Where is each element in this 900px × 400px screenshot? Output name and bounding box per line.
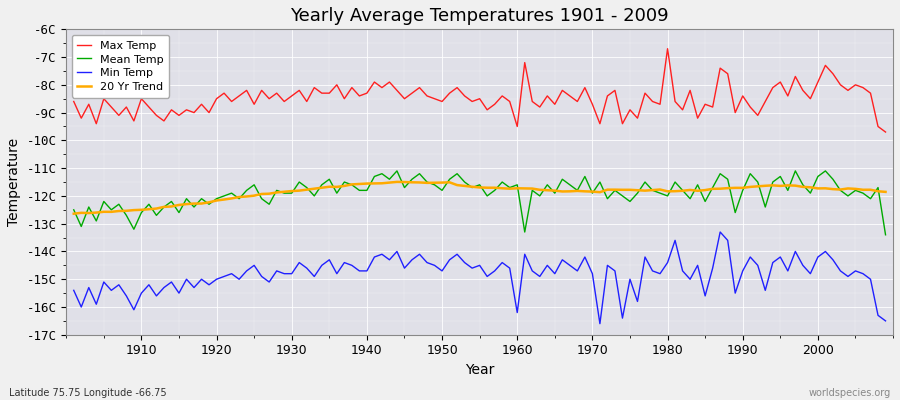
Min Temp <box>129 307 140 312</box>
20 Yr Trend <box>339 184 350 188</box>
Mean Temp <box>512 182 523 187</box>
Mean Temp <box>519 230 530 234</box>
Max Temp <box>602 94 613 98</box>
20 Yr Trend <box>519 186 530 191</box>
Legend: Max Temp, Mean Temp, Min Temp, 20 Yr Trend: Max Temp, Mean Temp, Min Temp, 20 Yr Tre… <box>72 35 168 98</box>
20 Yr Trend <box>68 211 79 216</box>
Max Temp <box>512 124 523 129</box>
Min Temp <box>512 310 523 315</box>
Line: 20 Yr Trend: 20 Yr Trend <box>74 182 886 214</box>
Min Temp <box>880 318 891 323</box>
Min Temp <box>595 321 606 326</box>
Max Temp <box>339 96 350 101</box>
Mean Temp <box>129 227 140 232</box>
Text: Latitude 75.75 Longitude -66.75: Latitude 75.75 Longitude -66.75 <box>9 388 166 398</box>
Min Temp <box>504 266 515 270</box>
Max Temp <box>293 88 304 93</box>
20 Yr Trend <box>293 188 304 193</box>
Max Temp <box>504 99 515 104</box>
Line: Max Temp: Max Temp <box>74 49 886 132</box>
Max Temp <box>662 46 673 51</box>
Mean Temp <box>68 208 79 212</box>
Max Temp <box>129 118 140 123</box>
Line: Mean Temp: Mean Temp <box>74 171 886 235</box>
Title: Yearly Average Temperatures 1901 - 2009: Yearly Average Temperatures 1901 - 2009 <box>291 7 669 25</box>
20 Yr Trend <box>392 180 402 184</box>
Min Temp <box>293 260 304 265</box>
20 Yr Trend <box>880 190 891 194</box>
X-axis label: Year: Year <box>465 363 494 377</box>
Min Temp <box>68 288 79 293</box>
Text: worldspecies.org: worldspecies.org <box>809 388 891 398</box>
20 Yr Trend <box>512 186 523 191</box>
Mean Temp <box>339 180 350 184</box>
Mean Temp <box>880 232 891 237</box>
Max Temp <box>880 130 891 134</box>
Mean Temp <box>392 168 402 173</box>
Mean Temp <box>293 180 304 184</box>
Line: Min Temp: Min Temp <box>74 232 886 324</box>
Min Temp <box>609 268 620 273</box>
Min Temp <box>339 260 350 265</box>
Mean Temp <box>609 188 620 193</box>
Max Temp <box>68 99 79 104</box>
20 Yr Trend <box>609 187 620 192</box>
Min Temp <box>715 230 725 234</box>
Y-axis label: Temperature: Temperature <box>7 138 21 226</box>
20 Yr Trend <box>129 208 140 212</box>
